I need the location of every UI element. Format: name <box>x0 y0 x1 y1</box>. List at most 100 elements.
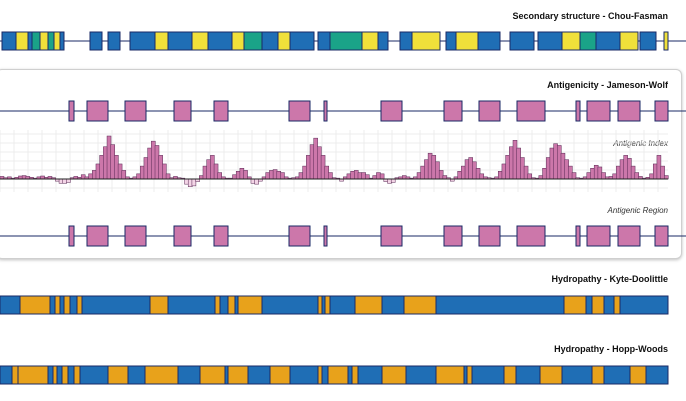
ss-segment-helix <box>1 31 17 51</box>
secondary-structure-track <box>0 30 686 52</box>
antigenic-index-bar <box>652 163 658 180</box>
antigenic-index-bar <box>254 178 259 185</box>
antigenic-index-bar <box>479 173 485 180</box>
antigenic-index-bar <box>501 163 507 180</box>
antigenic-index-bar <box>187 178 193 187</box>
antigenic-region-box <box>380 225 403 247</box>
hydropathy-segment-hydrophilic <box>435 365 465 385</box>
antigenic-index-bar <box>527 173 533 180</box>
ss-segment-sheet <box>154 31 169 51</box>
ss-segment-sheet <box>619 31 639 51</box>
antigenic-index-bar <box>269 170 274 180</box>
antigenic-index-bar <box>516 147 521 180</box>
ss-segment-helix <box>129 31 156 51</box>
antigenic-index-bar <box>634 172 640 180</box>
hydropathy-segment-hydrophilic <box>354 295 383 315</box>
hydropathy-segment-hydrophilic <box>591 295 605 315</box>
hydropathy-segment-hydrophilic <box>403 295 437 315</box>
antigenic-region-svg <box>0 225 686 247</box>
antigenic-index-bar <box>276 171 282 180</box>
antigenic-index-bar <box>601 172 606 180</box>
antigenic-index-bar <box>239 168 245 180</box>
hydropathy-segment-hydrophobic <box>56 365 63 385</box>
antigenic-region-box <box>575 100 581 122</box>
antigenic-region-box <box>516 225 546 247</box>
antigenic-index-bar <box>593 164 599 180</box>
ss-segment-helix <box>537 31 563 51</box>
antigenic-index-bar <box>191 178 197 187</box>
antigenic-index-bar <box>627 158 632 180</box>
antigenic-region-box <box>617 225 641 247</box>
antigenic-index-bar <box>420 165 425 180</box>
antigenic-index-bar <box>213 163 219 180</box>
antigenic-region-box <box>443 100 463 122</box>
antigenic-index-bar <box>302 165 307 180</box>
antigenic-index-bar <box>250 178 256 184</box>
antigenic-region-box <box>173 100 192 122</box>
ss-segment-helix <box>377 31 389 51</box>
antigenic-index-bar <box>361 172 366 180</box>
hydropathy-segment-hydrophilic <box>237 295 263 315</box>
antigenic-index-bar <box>280 172 285 180</box>
ss-segment-sheet <box>361 31 379 51</box>
antigenic-index-bar <box>464 159 470 180</box>
antigenic-region-box <box>173 225 192 247</box>
ss-segment-sheet <box>561 31 581 51</box>
antigenic-index-bar <box>390 178 396 183</box>
antigenic-region-box <box>478 100 501 122</box>
hydropathy-segment-hydrophobic <box>79 365 109 385</box>
antigenic-index-bar <box>103 146 108 180</box>
antigenic-index-bar <box>442 175 448 180</box>
antigenic-index-bar <box>235 171 241 180</box>
antigenic-index-bar <box>616 165 621 180</box>
ss-segment-helix <box>639 31 657 51</box>
hydropathy-segment-hydrophobic <box>59 295 65 315</box>
antigenic-index-bar <box>372 175 377 180</box>
antigenic-index-bar <box>590 168 595 180</box>
hopp-woods-title: Hydropathy - Hopp-Woods <box>554 344 668 354</box>
ss-segment-turn <box>329 31 363 51</box>
hydropathy-segment-hydrophobic <box>357 365 383 385</box>
antigenic-index-bar <box>202 165 208 180</box>
hydropathy-segment-hydrophilic <box>54 295 61 315</box>
hydropathy-segment-hydrophobic <box>47 365 54 385</box>
antigenic-index-bar <box>472 161 477 180</box>
hydropathy-segment-hydrophilic <box>503 365 517 385</box>
hydropathy-segment-hydrophilic <box>539 365 563 385</box>
antigenic-index-bar <box>210 155 215 180</box>
antigenic-index-bar <box>199 175 204 180</box>
hydropathy-segment-hydrophobic <box>0 365 13 385</box>
antigenic-region-box <box>443 225 463 247</box>
hydropathy-segment-hydrophobic <box>585 295 593 315</box>
antigenic-index-bar <box>461 165 466 180</box>
antigenic-index-bar <box>664 175 669 180</box>
antigenic-region-box <box>124 100 147 122</box>
hydropathy-segment-hydrophobic <box>81 295 151 315</box>
antigenic-index-bar <box>243 170 248 180</box>
antigenic-index-bar <box>523 165 529 180</box>
ss-segment-sheet <box>663 31 669 51</box>
antigenic-index-bar <box>475 168 481 180</box>
hydropathy-segment-hydrophilic <box>613 295 621 315</box>
antigenic-index-bar <box>313 137 318 180</box>
antigenic-index-chart <box>0 130 669 192</box>
antigenic-index-bar <box>114 155 119 180</box>
antigenic-region-box <box>654 100 669 122</box>
antigenic-index-bar <box>151 140 156 180</box>
hydropathy-segment-hydrophilic <box>227 295 236 315</box>
antigenic-region-box <box>654 225 669 247</box>
antigenic-index-bar <box>320 155 326 180</box>
antigenic-index-bar <box>139 165 145 180</box>
ss-segment-sheet <box>455 31 479 51</box>
antigenic-index-bar <box>158 155 163 180</box>
antigenic-index-bar <box>612 173 617 180</box>
hydropathy-segment-hydrophilic <box>52 365 58 385</box>
antigenic-index-bar <box>184 178 189 185</box>
hydropathy-segment-hydrophilic <box>19 295 51 315</box>
hydropathy-segment-hydrophobic <box>603 295 615 315</box>
hydropathy-segment-hydrophilic <box>61 365 69 385</box>
antigenic-index-bar <box>66 178 71 183</box>
ss-segment-sheet <box>411 31 441 51</box>
ss-segment-turn <box>31 31 41 51</box>
antigenic-index-bar <box>571 172 577 180</box>
